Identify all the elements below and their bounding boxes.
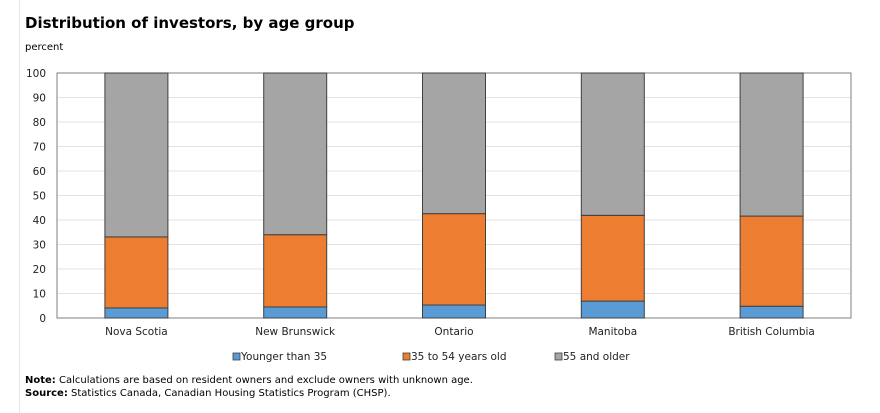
y-tick-label: 80 bbox=[33, 117, 46, 129]
y-tick-label: 70 bbox=[33, 142, 46, 154]
bar-segment-1 bbox=[422, 213, 486, 306]
note-text: Calculations are based on resident owner… bbox=[59, 375, 473, 386]
source-text: Statistics Canada, Canadian Housing Stat… bbox=[71, 388, 391, 399]
x-tick-label: Ontario bbox=[434, 326, 473, 338]
x-tick-label: New Brunswick bbox=[255, 326, 336, 338]
x-tick-label: Nova Scotia bbox=[105, 326, 168, 338]
bar-segment-2 bbox=[104, 72, 169, 238]
legend-label: 35 to 54 years old bbox=[411, 351, 507, 363]
note: Note: Calculations are based on resident… bbox=[25, 375, 473, 386]
bar-segment-0 bbox=[263, 306, 328, 319]
bar-segment-0 bbox=[422, 304, 486, 319]
x-tick-label: Manitoba bbox=[588, 326, 637, 338]
bar-segment-2 bbox=[580, 72, 645, 216]
bar-segment-1 bbox=[104, 236, 169, 309]
bar-segment-1 bbox=[263, 234, 328, 308]
source: Source: Statistics Canada, Canadian Hous… bbox=[25, 388, 391, 399]
y-axis-unit-label: percent bbox=[25, 42, 64, 53]
bar-segment-0 bbox=[104, 307, 169, 319]
y-tick-label: 0 bbox=[39, 313, 46, 325]
bar-segment-1 bbox=[739, 215, 804, 307]
y-tick-label: 100 bbox=[26, 68, 46, 80]
y-tick-label: 40 bbox=[33, 215, 46, 227]
legend-swatch bbox=[554, 352, 563, 361]
bar-segment-2 bbox=[263, 72, 328, 236]
legend-label: Younger than 35 bbox=[240, 351, 327, 363]
legend-swatch bbox=[402, 352, 411, 361]
y-tick-label: 60 bbox=[33, 166, 46, 178]
y-tick-label: 90 bbox=[33, 93, 46, 105]
y-tick-label: 50 bbox=[33, 191, 46, 203]
note-label: Note: bbox=[25, 375, 56, 386]
y-tick-label: 20 bbox=[33, 264, 46, 276]
source-label: Source: bbox=[25, 388, 68, 399]
x-tick-label: British Columbia bbox=[728, 326, 815, 338]
left-border bbox=[19, 0, 20, 413]
bar-segment-2 bbox=[422, 72, 486, 215]
bar-segment-2 bbox=[739, 72, 804, 217]
bar-segment-0 bbox=[739, 305, 804, 319]
legend-label: 55 and older bbox=[563, 351, 630, 363]
y-tick-label: 30 bbox=[33, 240, 46, 252]
bar-segment-1 bbox=[580, 214, 645, 302]
y-tick-label: 10 bbox=[33, 289, 46, 301]
legend-swatch bbox=[232, 352, 241, 361]
chart-title: Distribution of investors, by age group bbox=[25, 14, 355, 32]
bar-segment-0 bbox=[580, 300, 645, 319]
